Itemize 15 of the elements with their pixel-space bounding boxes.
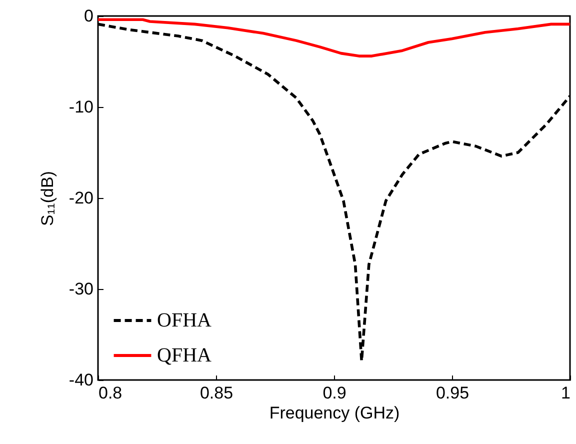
x-axis-title: Frequency (GHz) bbox=[269, 404, 400, 422]
y-tick-label: -10 bbox=[68, 98, 94, 116]
x-tick-label: 0.8 bbox=[98, 384, 122, 402]
y-tick-label: -30 bbox=[68, 280, 94, 298]
y-tick-label: -40 bbox=[68, 370, 94, 390]
line-series bbox=[98, 18, 570, 58]
legend-label: QFHA bbox=[157, 344, 212, 366]
x-tick-label: 0.85 bbox=[200, 384, 234, 402]
y-tick-label: 0 bbox=[84, 6, 94, 26]
y-tick-label: -20 bbox=[68, 188, 94, 208]
x-tick-label: 1 bbox=[561, 384, 570, 402]
x-tick-label: 0.9 bbox=[322, 384, 346, 402]
legend-label: OFHA bbox=[157, 310, 212, 332]
x-tick-label: 0.95 bbox=[436, 384, 470, 402]
y-axis-title: S₁₁(dB) bbox=[38, 171, 57, 226]
